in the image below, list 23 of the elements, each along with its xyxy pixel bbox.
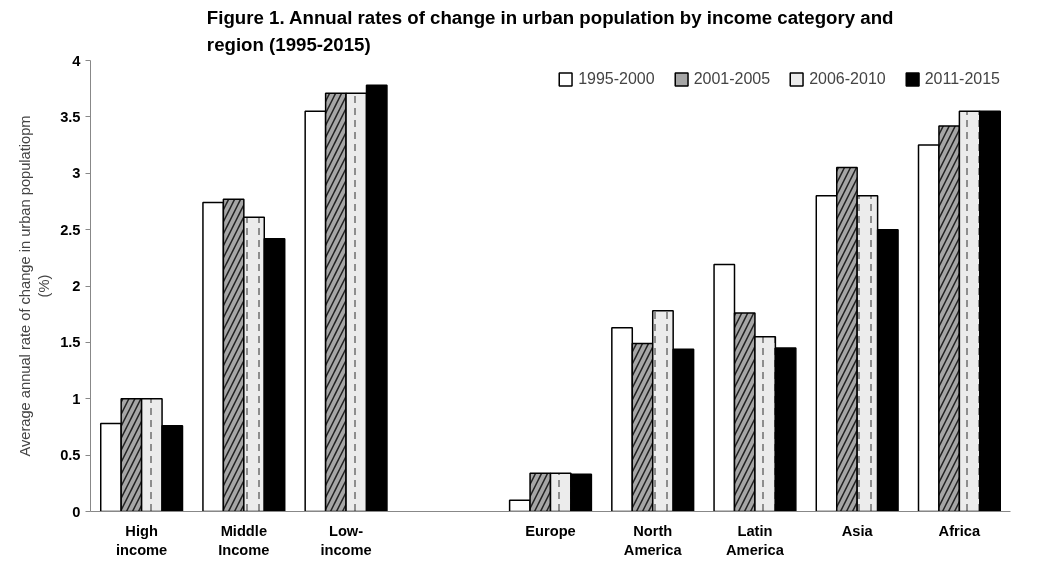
x-tick-label: Middle Income [218,522,270,558]
legend-label: 2006-2010 [809,70,886,88]
x-tick-label: Latin America [726,522,785,558]
y-tick-label: 1 [72,390,81,407]
x-tick-label: Low-income [320,522,372,558]
x-tick-label: Africa [938,522,982,539]
y-axis-title: Average annual rate of change in urban populatiopm (%) [16,115,53,457]
legend-label: 2001-2005 [693,70,771,88]
x-tick-label: North America [623,522,683,558]
y-tick-label: 4 [72,52,82,69]
legend-label: 2011-2015 [924,70,1000,88]
y-tick-label: 2 [72,278,81,294]
y-tick-label: 0.5 [60,447,81,464]
chart-title: Figure 1. Annual rates of change in urban population by income category and region (1995-2015) [206,7,894,56]
x-tick-label: High income [115,522,168,558]
y-tick-label: 2.5 [60,221,81,238]
y-tick-label: 3.5 [60,108,81,125]
y-tick-label: 3 [72,165,81,182]
y-tick-label: 0 [72,503,81,520]
x-tick-label: Europe [525,522,576,539]
y-tick-label: 1.5 [60,334,81,351]
x-tick-label: Asia [841,522,874,539]
legend-label: 1995-2000 [578,70,655,88]
